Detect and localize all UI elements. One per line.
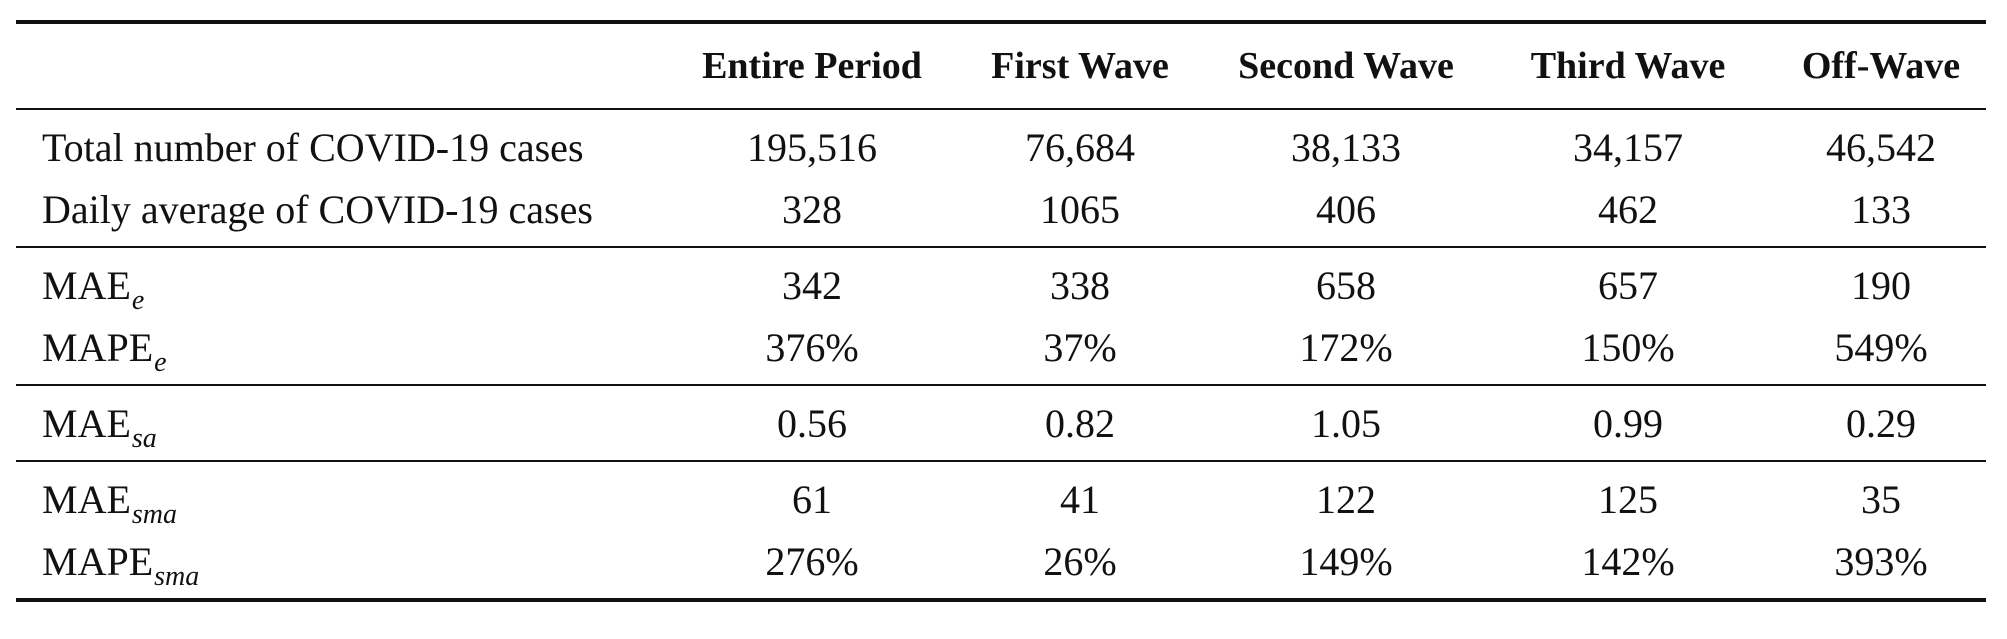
table-cell: 26% (1043, 538, 1117, 584)
table-cell: 393% (1834, 538, 1928, 584)
column-header: Third Wave (1530, 45, 1726, 87)
table-cell: 190 (1851, 262, 1911, 308)
row-label-subscript: e (131, 284, 145, 316)
row-group-error-sma: MAEsma 61 41 122 125 35 MAPEsma 276% 26%… (16, 462, 1986, 598)
row-group-cases: Total number of COVID-19 cases 195,516 7… (16, 110, 1986, 246)
table-cell: 61 (792, 476, 832, 522)
table-row: MAEsa 0.56 0.82 1.05 0.99 0.29 (16, 392, 1986, 454)
row-label: MAEsa (16, 400, 676, 454)
table-cell: 0.29 (1846, 400, 1916, 446)
column-header: First Wave (991, 45, 1169, 87)
row-label-text: MAPE (42, 324, 154, 370)
table-cell: 172% (1299, 324, 1393, 370)
table-cell: 195,516 (747, 124, 877, 170)
header-row: Entire Period First Wave Second Wave Thi… (16, 24, 1986, 108)
table-cell: 38,133 (1291, 124, 1401, 170)
column-header: Second Wave (1238, 45, 1454, 87)
row-label-text: MAE (42, 476, 131, 522)
table-cell: 462 (1598, 186, 1658, 232)
table-cell: 37% (1043, 324, 1117, 370)
table-row: Daily average of COVID-19 cases 328 1065… (16, 178, 1986, 240)
row-label-subscript: sma (131, 498, 178, 530)
header-rule (16, 108, 1986, 110)
table-cell: 658 (1316, 262, 1376, 308)
table-cell: 0.82 (1045, 400, 1115, 446)
table-cell: 35 (1861, 476, 1901, 522)
table-row: Total number of COVID-19 cases 195,516 7… (16, 116, 1986, 178)
table-cell: 150% (1581, 324, 1675, 370)
row-label-subscript: sma (154, 560, 200, 592)
row-group-error-e: MAEe 342 338 658 657 190 MAPEe 376% 37% … (16, 248, 1986, 384)
row-label: MAPEsma (16, 538, 676, 592)
table-cell: 376% (765, 324, 859, 370)
row-label: Total number of COVID-19 cases (16, 124, 676, 171)
table-cell: 406 (1316, 186, 1376, 232)
table-cell: 133 (1851, 186, 1911, 232)
table-row: MAEsma 61 41 122 125 35 (16, 468, 1986, 530)
group-rule (16, 246, 1986, 248)
table-cell: 122 (1316, 476, 1376, 522)
row-label: MAEe (16, 262, 676, 316)
row-label: MAEsma (16, 476, 676, 530)
row-label-text: MAPE (42, 538, 154, 584)
row-label: MAPEe (16, 324, 676, 378)
group-rule (16, 460, 1986, 462)
table-cell: 342 (782, 262, 842, 308)
table-cell: 0.99 (1593, 400, 1663, 446)
table-row: MAEe 342 338 658 657 190 (16, 254, 1986, 316)
table-cell: 657 (1598, 262, 1658, 308)
table-row: MAPEe 376% 37% 172% 150% 549% (16, 316, 1986, 378)
column-header: Entire Period (702, 45, 922, 87)
row-label-text: MAE (42, 400, 131, 446)
table-cell: 34,157 (1573, 124, 1683, 170)
row-label-text: Total number of COVID-19 cases (42, 124, 584, 170)
group-rule (16, 384, 1986, 386)
table-cell: 149% (1299, 538, 1393, 584)
table-cell: 1065 (1040, 186, 1120, 232)
table-row: MAPEsma 276% 26% 149% 142% 393% (16, 530, 1986, 592)
row-label-subscript: sa (131, 422, 157, 454)
table-cell: 1.05 (1311, 400, 1381, 446)
row-label-text: Daily average of COVID-19 cases (42, 186, 593, 232)
table-cell: 41 (1060, 476, 1100, 522)
table-cell: 328 (782, 186, 842, 232)
row-group-error-sa: MAEsa 0.56 0.82 1.05 0.99 0.29 (16, 386, 1986, 460)
table-cell: 46,542 (1826, 124, 1936, 170)
table-cell: 276% (765, 538, 859, 584)
results-table: Entire Period First Wave Second Wave Thi… (16, 20, 1986, 602)
table-cell: 338 (1050, 262, 1110, 308)
top-rule (16, 20, 1986, 24)
table-cell: 549% (1834, 324, 1928, 370)
column-header: Off-Wave (1801, 45, 1961, 87)
table-cell: 0.56 (777, 400, 847, 446)
bottom-rule (16, 598, 1986, 602)
row-label: Daily average of COVID-19 cases (16, 186, 676, 233)
row-label-subscript: e (154, 346, 167, 378)
table-cell: 76,684 (1025, 124, 1135, 170)
row-label-text: MAE (42, 262, 131, 308)
table-cell: 125 (1598, 476, 1658, 522)
table-cell: 142% (1581, 538, 1675, 584)
